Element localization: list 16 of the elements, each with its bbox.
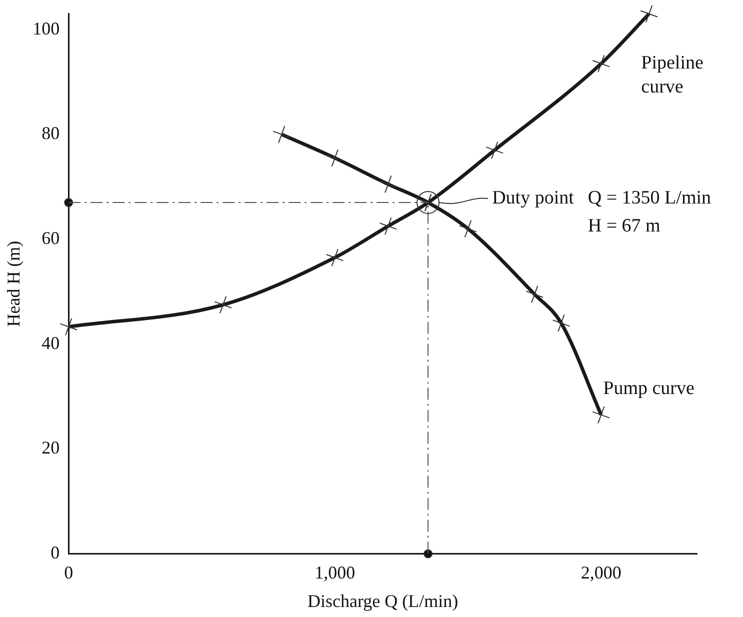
- x-tick-label: 1,000: [314, 562, 356, 582]
- series-label: Pipeline curve: [641, 52, 704, 98]
- series-label: Pump curve: [603, 378, 694, 399]
- y-axis-title: Head H (m): [4, 240, 24, 327]
- x-tick-label: 0: [64, 562, 74, 582]
- y-tick-label: 60: [42, 228, 60, 248]
- y-tick-label: 80: [42, 123, 60, 144]
- y-tick-label: 20: [42, 438, 60, 458]
- y-tick-label: 40: [42, 332, 60, 353]
- annotation: Duty point: [492, 188, 575, 209]
- x-axis-title: Discharge Q (L/min): [307, 590, 458, 611]
- y-tick-label: 100: [32, 18, 60, 38]
- annotation: H = 67 m: [588, 216, 661, 237]
- annotation: Q = 1350 L/min: [588, 188, 712, 209]
- y-tick-label: 0: [50, 542, 60, 563]
- x-tick-label: 2,000: [580, 562, 622, 582]
